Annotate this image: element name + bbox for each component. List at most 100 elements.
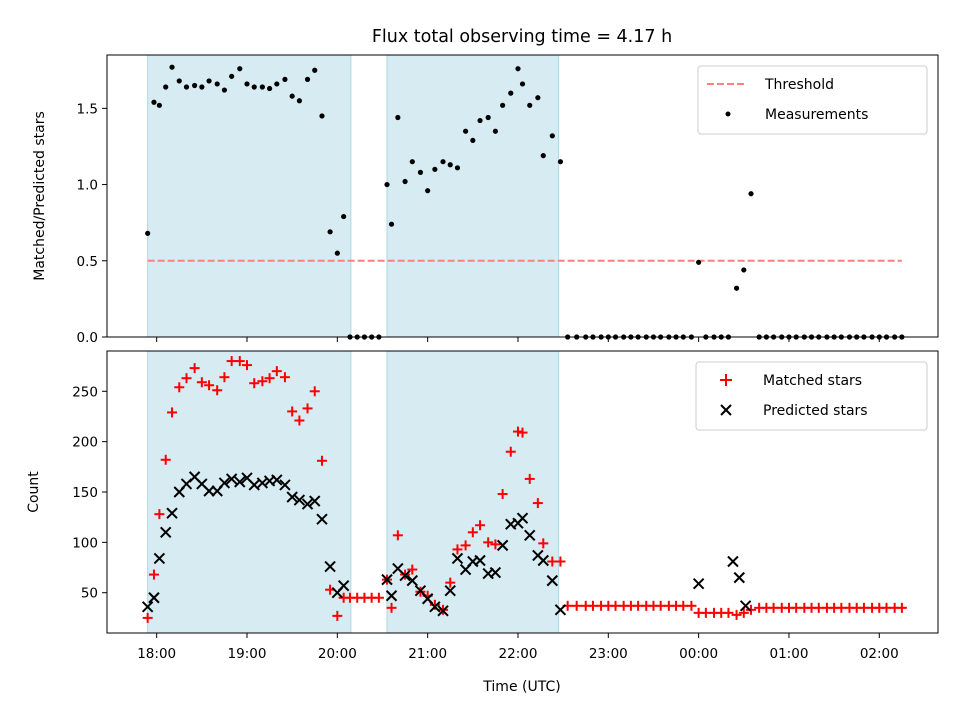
measurement-point [384,181,390,188]
predicted-stars-point [166,507,178,519]
measurement-point [229,73,235,79]
measurement-point [540,153,546,159]
measurement-point [151,99,157,105]
measurement-point [282,76,288,82]
top-axes-frame [106,54,939,338]
predicted-stars-point [141,601,154,613]
matched-stars-point [142,612,153,623]
top-y-tick-label: 0.0 [77,330,98,346]
measurement-point [519,81,526,87]
bottom-y-tick-label: 100 [72,535,98,551]
top-y-tick-label: 1.5 [77,101,98,117]
predicted-stars-point [225,473,238,485]
measurement-point [251,84,257,90]
bottom-y-axis-ticks: 50 100 150 200 250 [72,384,107,602]
measurement-point [535,95,541,101]
matched-stars-point [167,407,178,418]
measurement-point [221,87,228,93]
predicted-stars-point [324,560,336,573]
measurement-point [289,93,295,99]
bottom-x-axis-ticks: 18:00 19:00 20:00 21:00 22:00 23:00 00:00 01:00… [137,633,899,662]
measurement-point [176,78,182,84]
measurement-point [425,188,431,194]
matched-stars-point [294,415,305,426]
matched-stars-point [392,530,403,541]
matched-stars-point [373,592,384,603]
matched-stars-point [731,609,742,620]
top-panel: 0.0 0.5 1.0 1.5 Matched/Predicted stars Thr… [32,54,939,346]
predicted-stars-point [474,554,486,567]
measurement-point [432,166,438,172]
bottom-x-tick-label: 23:00 [589,646,628,662]
measurement-point [492,128,499,134]
predicted-stars-point [489,566,502,579]
measurement-point [402,178,408,185]
matched-stars-point [189,363,200,374]
x-axis-label: Time (UTC) [482,679,560,695]
legend-measurements-swatch [725,111,731,117]
measurement-point [199,84,205,90]
matched-stars-point [517,427,528,438]
matched-stars-point [316,455,327,466]
legend-matched-label: Matched stars [763,373,862,389]
bottom-shaded-interval-2 [386,350,560,634]
matched-stars-point [271,366,282,377]
measurement-point [214,81,220,87]
measurement-point [145,230,151,236]
predicted-stars-point [537,554,549,567]
predicted-stars-point [203,485,215,497]
predicted-stars-point [429,601,441,613]
top-shaded-interval-1 [147,54,352,338]
measurement-point [395,114,401,121]
legend-matched-swatch [720,374,732,386]
matched-stars-point [460,540,471,551]
matched-stars-point [212,385,223,396]
top-x-axis-ticks [156,337,880,342]
matched-stars-point [174,382,185,393]
top-legend-box [697,65,928,135]
bottom-x-tick-label: 22:00 [499,646,538,662]
matched-stars-point [257,376,268,387]
measurement-point [440,159,446,165]
predicted-stars-point [496,539,509,552]
matched-stars-point [148,569,159,580]
measurement-point [515,66,521,72]
predicted-stars-point [316,513,328,525]
predicted-stars-point [271,474,283,486]
matched-stars-point [196,377,207,388]
matched-stars-point [512,426,523,437]
predicted-stars-point [739,600,752,612]
predicted-stars-series [141,471,752,617]
predicted-stars-point [248,479,260,491]
predicted-stars-point [516,512,529,524]
matched-stars-point [242,360,253,371]
matched-stars-point [497,489,508,500]
bottom-legend: Matched stars Predicted stars [695,361,928,431]
measurement-point [388,221,395,227]
predicted-stars-point [385,590,398,602]
measurement-point [274,81,280,87]
measurement-point [304,76,311,82]
matched-stars-point [332,610,343,621]
legend-threshold-label: Threshold [764,77,834,93]
measurement-point [477,117,483,124]
predicted-stars-point [451,552,464,565]
measurement-point [462,128,469,134]
predicted-stars-point [444,584,456,597]
bottom-y-axis-label: Count [26,471,42,513]
measurement-point [500,102,506,108]
predicted-stars-point [727,555,739,568]
bottom-x-tick-label: 01:00 [770,646,809,662]
matched-stars-point [538,538,549,549]
matched-stars-point [279,372,290,383]
measurement-point [696,259,702,265]
measurement-point [508,90,514,96]
matched-stars-point [686,600,697,611]
measurement-point [334,250,340,256]
matched-stars-point [475,520,486,531]
matched-stars-point [181,373,192,384]
measurement-point [470,137,476,143]
matched-stars-point [287,406,298,417]
bottom-x-tick-label: 02:00 [860,646,899,662]
